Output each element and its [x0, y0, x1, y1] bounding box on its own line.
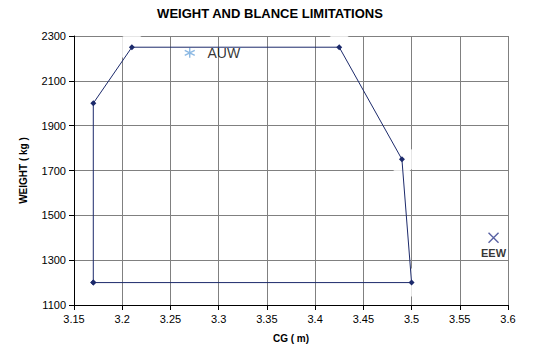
- svg-text:1300: 1300: [42, 254, 66, 266]
- svg-text:2300: 2300: [42, 30, 66, 42]
- svg-text:3.45: 3.45: [353, 313, 374, 325]
- svg-text:3.3: 3.3: [211, 313, 226, 325]
- svg-text:3.5: 3.5: [404, 313, 419, 325]
- svg-text:3.55: 3.55: [449, 313, 470, 325]
- svg-text:AUW: AUW: [207, 44, 241, 61]
- svg-text:2100: 2100: [42, 75, 66, 87]
- svg-text:3.4: 3.4: [307, 313, 322, 325]
- svg-text:3.2: 3.2: [115, 313, 130, 325]
- svg-text:1100: 1100: [42, 299, 66, 311]
- svg-text:3.6: 3.6: [500, 313, 515, 325]
- svg-text:CG ( m): CG ( m): [273, 333, 309, 344]
- svg-text:WEIGHT ( kg ): WEIGHT ( kg ): [18, 137, 29, 204]
- svg-text:3.15: 3.15: [63, 313, 84, 325]
- svg-text:WEIGHT AND BLANCE LIMITATIONS: WEIGHT AND BLANCE LIMITATIONS: [157, 6, 383, 21]
- svg-text:EEW: EEW: [481, 247, 507, 259]
- svg-text:1700: 1700: [42, 165, 66, 177]
- svg-text:3.35: 3.35: [256, 313, 277, 325]
- svg-text:3.25: 3.25: [160, 313, 181, 325]
- svg-text:1900: 1900: [42, 120, 66, 132]
- svg-text:1500: 1500: [42, 209, 66, 221]
